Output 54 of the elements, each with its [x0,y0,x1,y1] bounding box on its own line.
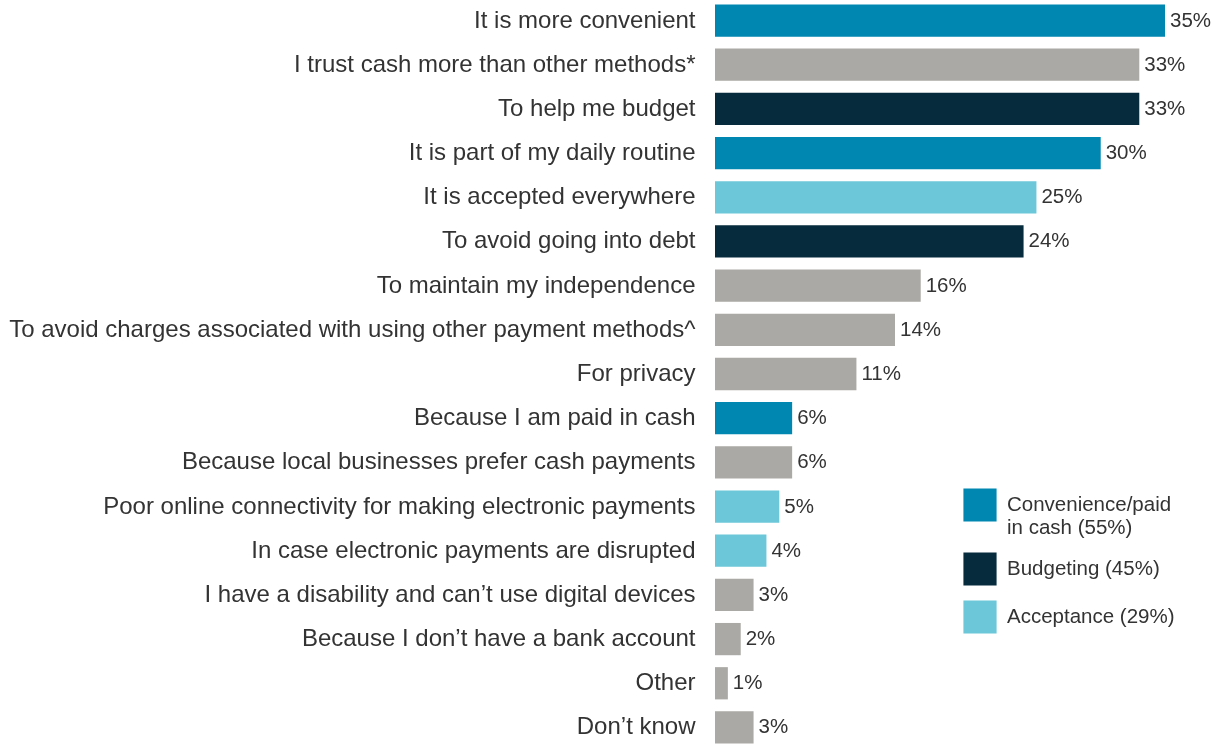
y-tick-label: It is part of my daily routine [408,138,696,166]
data-label: 14% [900,316,942,340]
data-label: 3% [758,581,789,605]
data-label: 25% [1041,184,1083,208]
y-tick-label: Poor online connectivity for making electronic payments [103,491,696,519]
bar [715,534,767,567]
data-label: 4% [771,537,802,561]
legend-label: Acceptance (29%) [1007,604,1175,627]
bar [715,136,1101,170]
bar [715,92,1140,126]
data-label: 5% [784,493,814,517]
bar [715,313,895,346]
data-label: 2% [745,626,776,650]
y-tick-label: In case electronic payments are disrupted [251,535,696,563]
data-label: 6% [797,405,827,429]
data-label: 30% [1105,140,1147,164]
y-tick-label: It is accepted everywhere [423,182,696,210]
bar [715,48,1140,81]
bar [715,357,857,391]
bar [715,578,754,612]
y-tick-label: To help me budget [498,93,696,121]
data-label: 16% [925,272,967,296]
bar [715,402,793,435]
bar [715,490,780,523]
y-tick-label: Because I am paid in cash [414,403,696,431]
bar [715,4,1165,37]
bar [715,446,793,479]
bar [715,269,921,302]
bar [715,622,741,656]
y-tick-label: Other [635,668,696,696]
data-label: 33% [1144,95,1186,119]
data-label: 35% [1170,7,1212,31]
y-tick-label: To avoid going into debt [441,226,696,254]
y-tick-label: For privacy [576,359,696,386]
y-tick-label: Because I don’t have a bank account [301,624,696,652]
bar [715,225,1024,258]
y-tick-label: It is more convenient [474,5,696,33]
data-label: 3% [758,714,789,738]
data-label: 24% [1028,228,1070,252]
legend-label: Convenience/paid in cash (55%) [1007,492,1172,538]
y-tick-label: To maintain my independence [376,270,696,298]
y-tick-label: Because local businesses prefer cash payments [181,447,696,475]
bar [715,711,754,744]
y-tick-label: Don’t know [576,712,697,740]
legend-label: Budgeting (45%) [1007,556,1160,579]
data-label: 11% [861,361,901,384]
y-tick-label: I have a disability and can’t use digital devices [204,579,696,607]
data-label: 33% [1144,51,1186,75]
data-label: 6% [797,449,827,473]
y-tick-label: To avoid charges associated with using other payment methods^ [9,314,697,342]
y-tick-label: I trust cash more than other methods* [293,49,696,77]
data-label: 1% [732,670,763,694]
bar [715,667,728,700]
bar [715,181,1037,214]
